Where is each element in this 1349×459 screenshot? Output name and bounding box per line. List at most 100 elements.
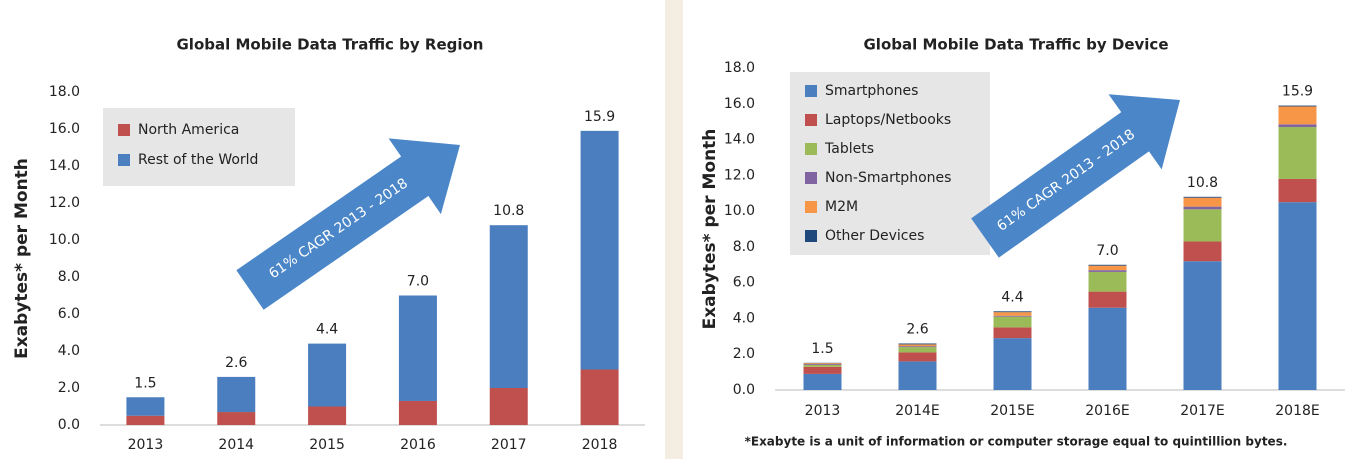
- bar-segment: [217, 412, 256, 425]
- x-tick-label: 2013: [128, 437, 164, 453]
- chart-title: Global Mobile Data Traffic by Region: [177, 36, 484, 54]
- total-label: 4.4: [1001, 289, 1023, 305]
- legend-swatch: [118, 154, 130, 166]
- bar-segment: [898, 352, 937, 362]
- total-label: 7.0: [407, 274, 429, 290]
- x-tick-label: 2018: [582, 437, 618, 453]
- y-tick-label: 10.0: [724, 203, 755, 219]
- y-tick-label: 6.0: [58, 306, 80, 322]
- bar-segment: [489, 225, 528, 388]
- total-label: 2.6: [225, 355, 247, 371]
- chart-title: Global Mobile Data Traffic by Device: [863, 36, 1168, 54]
- total-label: 1.5: [811, 341, 833, 357]
- legend-label: Other Devices: [825, 228, 924, 244]
- bar-segment: [398, 295, 437, 401]
- bar-segment: [580, 130, 619, 370]
- legend-swatch: [805, 172, 817, 184]
- total-label: 2.6: [906, 321, 928, 337]
- bar-segment: [308, 343, 347, 407]
- bar-segment: [1278, 124, 1317, 128]
- y-tick-label: 16.0: [724, 96, 755, 112]
- legend-label: North America: [138, 122, 239, 138]
- x-tick-label: 2014E: [895, 403, 939, 419]
- bar-segment: [803, 366, 842, 374]
- x-tick-label: 2015E: [990, 403, 1034, 419]
- bar-segment: [1088, 270, 1127, 272]
- bar-segment: [1088, 291, 1127, 308]
- x-tick-label: 2017: [491, 437, 527, 453]
- bar-segment: [1183, 261, 1222, 390]
- legend-box: [790, 72, 990, 255]
- bar-segment: [126, 397, 165, 416]
- bar-segment: [1088, 307, 1127, 390]
- y-tick-label: 14.0: [724, 132, 755, 148]
- bar-segment: [898, 344, 937, 347]
- legend-label: Rest of the World: [138, 152, 258, 168]
- bar-segment: [803, 373, 842, 390]
- y-axis-label: Exabytes* per Month: [12, 158, 32, 359]
- y-tick-label: 4.0: [733, 310, 755, 326]
- bar-segment: [898, 347, 937, 353]
- y-tick-label: 12.0: [49, 195, 80, 211]
- x-tick-label: 2013: [805, 403, 841, 419]
- bar-segment: [1088, 265, 1127, 271]
- legend-swatch: [805, 230, 817, 242]
- bar-segment: [898, 346, 937, 348]
- legend-label: Laptops/Netbooks: [825, 112, 951, 128]
- x-tick-label: 2018E: [1275, 403, 1319, 419]
- bar-segment: [126, 415, 165, 425]
- total-label: 7.0: [1096, 243, 1118, 259]
- bar-segment: [993, 338, 1032, 390]
- bar-segment: [1183, 241, 1222, 262]
- legend-swatch: [805, 143, 817, 155]
- y-tick-label: 4.0: [58, 343, 80, 359]
- bar-segment: [993, 312, 1032, 316]
- bar-segment: [1183, 196, 1222, 198]
- footnote: *Exabyte is a unit of information or com…: [745, 435, 1288, 449]
- bar-segment: [1183, 206, 1222, 210]
- x-tick-label: 2014: [218, 437, 254, 453]
- y-tick-label: 8.0: [58, 269, 80, 285]
- y-tick-label: 0.0: [733, 382, 755, 398]
- bar-segment: [1183, 197, 1222, 207]
- arrow-shape: [236, 138, 460, 310]
- y-tick-label: 12.0: [724, 167, 755, 183]
- legend-swatch: [118, 124, 130, 136]
- y-tick-label: 2.0: [58, 380, 80, 396]
- y-tick-label: 0.0: [58, 417, 80, 433]
- total-label: 15.9: [584, 109, 615, 125]
- bar-segment: [898, 361, 937, 390]
- bar-segment: [1183, 209, 1222, 242]
- total-label: 15.9: [1282, 84, 1313, 100]
- bar-segment: [898, 343, 937, 345]
- y-tick-label: 2.0: [733, 346, 755, 362]
- bar-segment: [993, 315, 1032, 317]
- legend-box: [103, 108, 295, 186]
- y-axis-label: Exabytes* per Month: [700, 129, 720, 330]
- x-tick-label: 2015: [309, 437, 345, 453]
- bar-segment: [803, 364, 842, 365]
- bar-segment: [398, 400, 437, 425]
- x-tick-label: 2016: [400, 437, 436, 453]
- bar-segment: [1278, 202, 1317, 390]
- x-tick-label: 2016E: [1085, 403, 1129, 419]
- bar-segment: [993, 327, 1032, 339]
- y-tick-label: 16.0: [49, 121, 80, 137]
- legend-swatch: [805, 114, 817, 126]
- bar-segment: [580, 369, 619, 425]
- total-label: 4.4: [316, 322, 338, 338]
- legend-label: Tablets: [824, 141, 874, 157]
- legend-label: M2M: [825, 199, 858, 215]
- bar-segment: [1278, 105, 1317, 107]
- bar-segment: [1278, 127, 1317, 179]
- bar-segment: [803, 364, 842, 367]
- bar-segment: [1088, 271, 1127, 292]
- x-tick-label: 2017E: [1180, 403, 1224, 419]
- y-tick-label: 10.0: [49, 232, 80, 248]
- bar-segment: [993, 316, 1032, 328]
- bar-segment: [1278, 106, 1317, 125]
- total-label: 1.5: [134, 375, 156, 391]
- y-tick-label: 18.0: [724, 60, 755, 76]
- total-label: 10.8: [493, 203, 524, 219]
